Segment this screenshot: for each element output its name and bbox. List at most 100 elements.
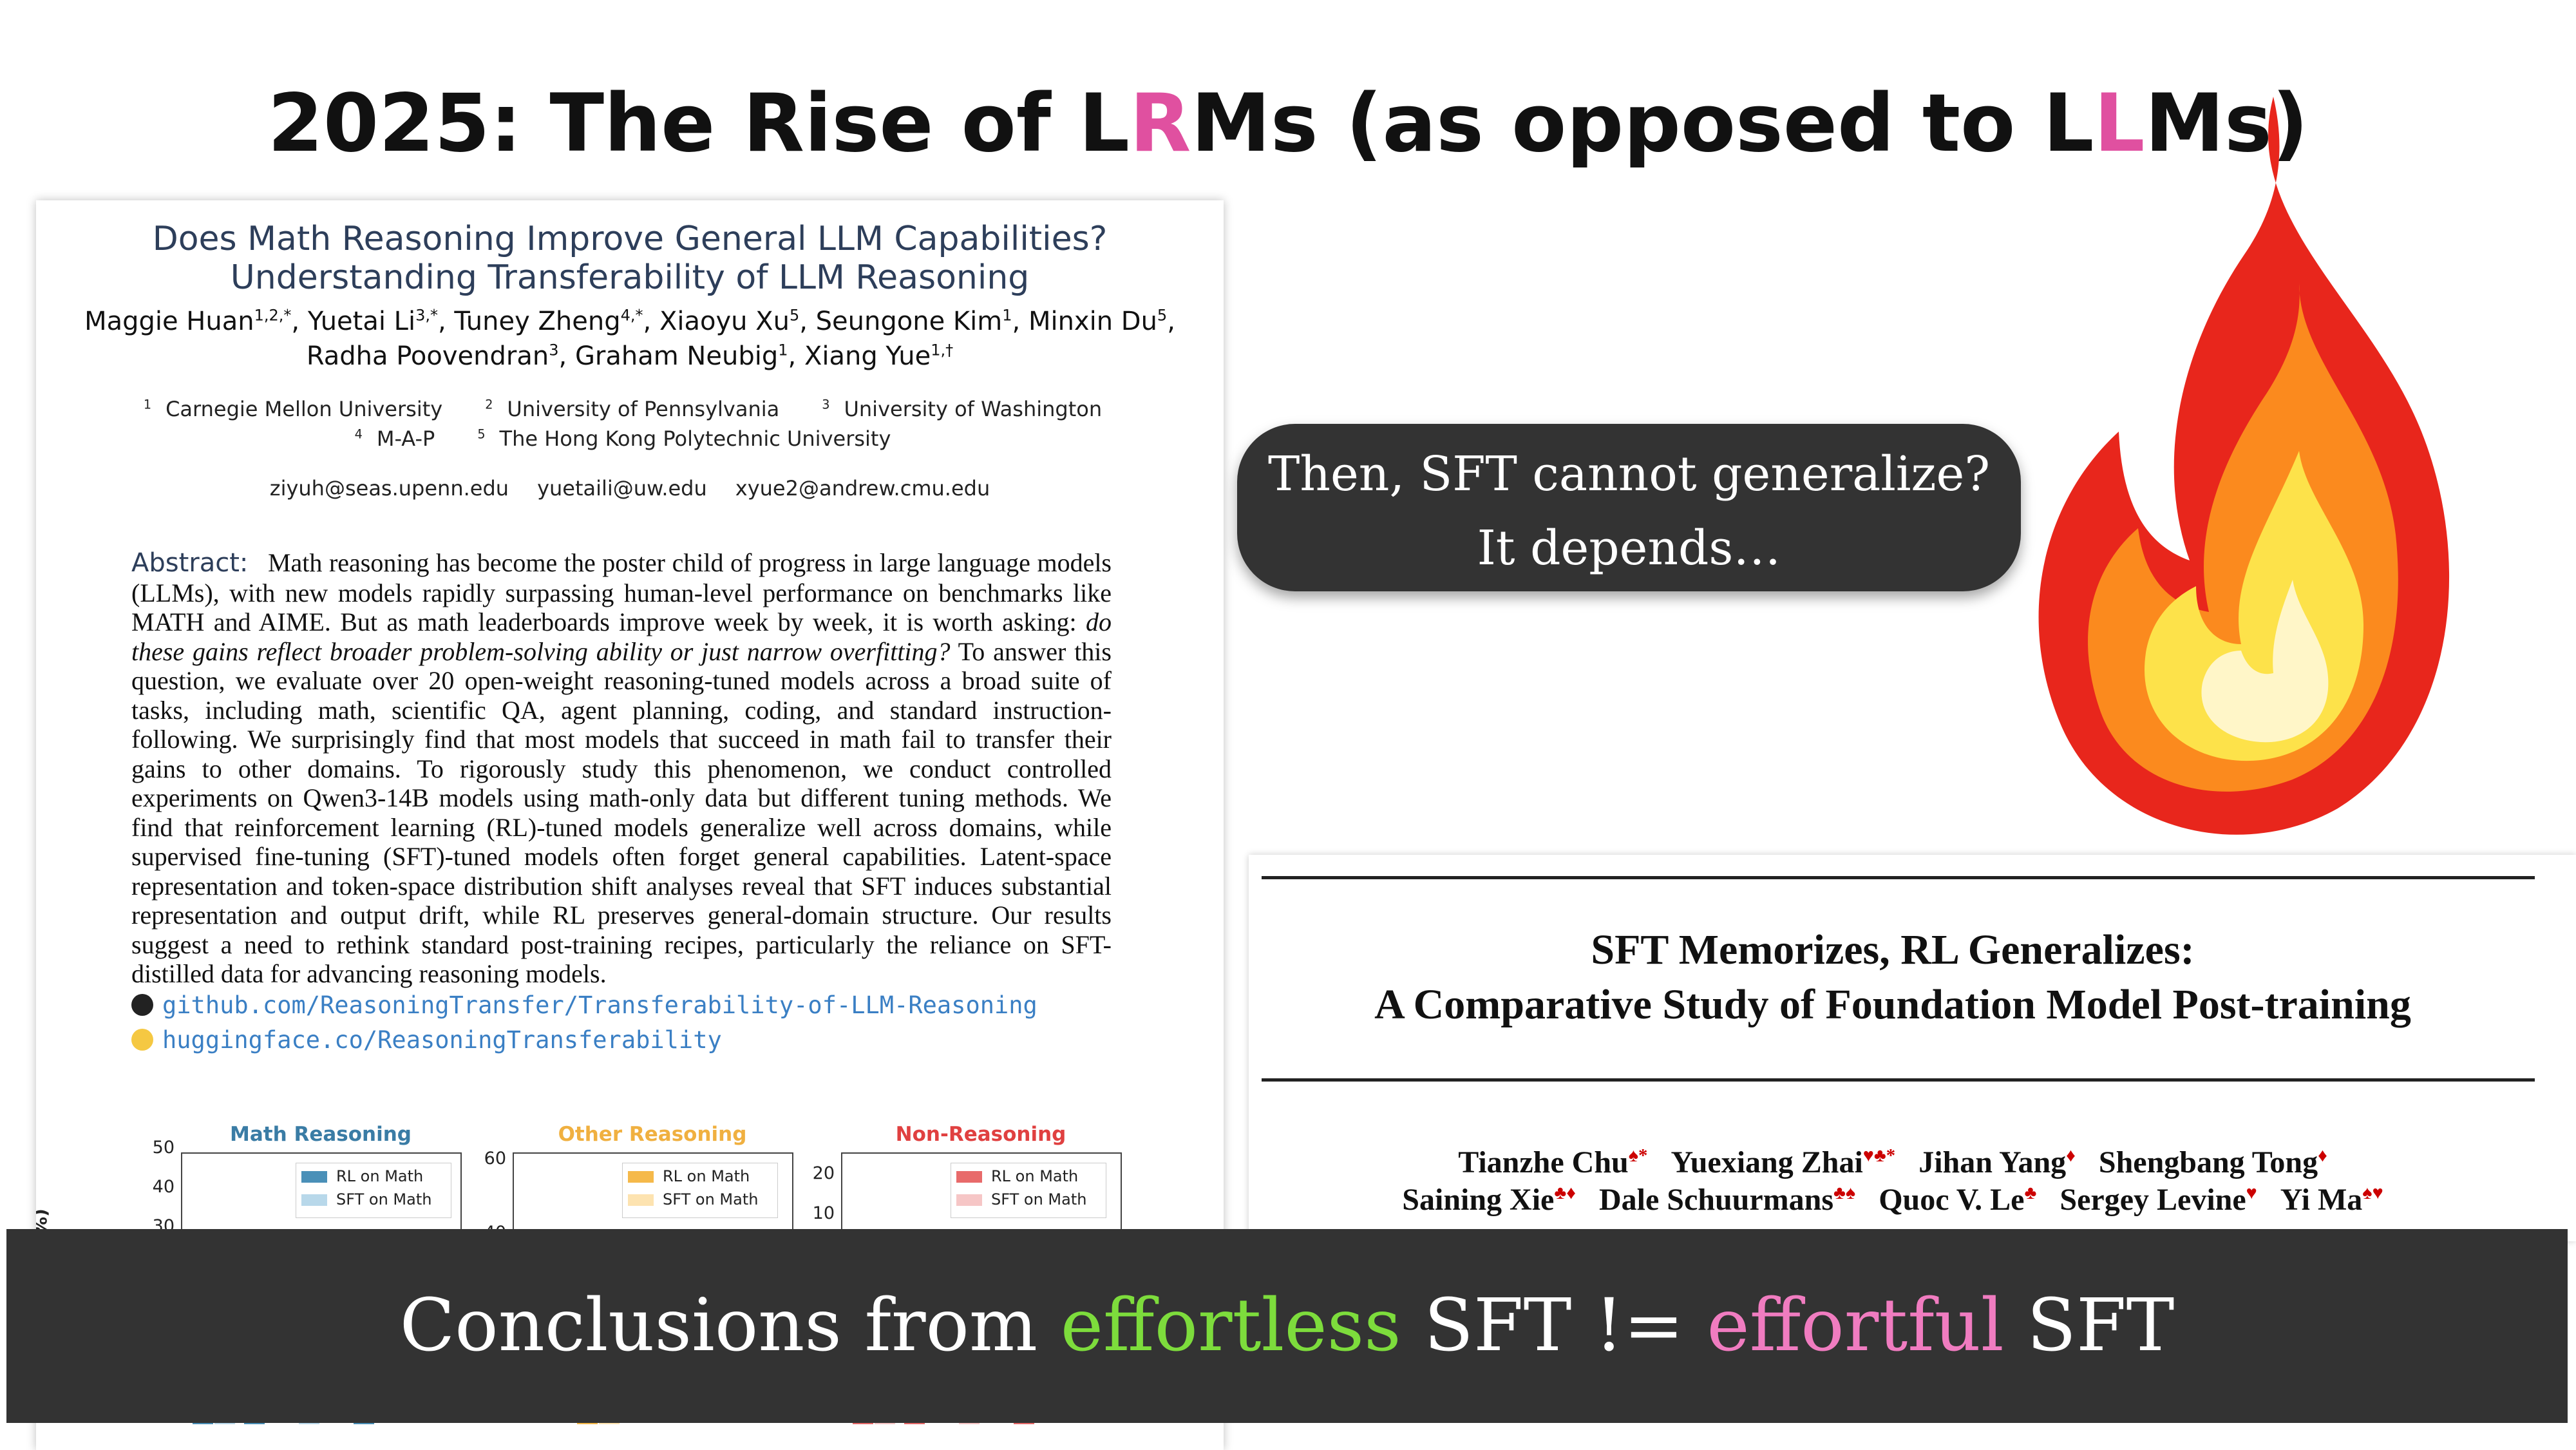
author-sup: ♦ (2318, 1145, 2327, 1166)
author-name: Sergey Levine (2060, 1183, 2246, 1217)
affiliation: 5 The Hong Kong Polytechnic University (477, 426, 905, 451)
panel-title: Other Reasoning (558, 1123, 747, 1146)
author-sup: ♠♥ (2362, 1183, 2383, 1203)
abstract-text: Math reasoning has become the poster chi… (131, 548, 1112, 636)
banner-part: SFT (2003, 1284, 2175, 1368)
author: Tuney Zheng4,* (454, 307, 659, 336)
author-line: Maggie Huan1,2,* Yuetai Li3,* Tuney Zhen… (36, 307, 1224, 336)
y-tick-label: 20 (812, 1163, 835, 1183)
panel-title: Math Reasoning (230, 1123, 412, 1146)
abstract-italic: do these gains reflect broader problem-s… (131, 607, 1112, 666)
legend-swatch (301, 1171, 327, 1183)
author: Minxin Du5 (1028, 307, 1175, 336)
title-part: Ms (as opposed to L (1191, 77, 2094, 170)
author: Saining Xie♣♦ (1402, 1183, 1576, 1217)
paper-screenshot: SFT Memorizes, RL Generalizes: A Compara… (1249, 855, 2576, 1241)
author-name: Xiaoyu Xu (659, 307, 790, 337)
affiliation-sup: 5 (477, 426, 486, 442)
author-sup: ♣♠ (1833, 1183, 1856, 1203)
author: Yuexiang Zhai♥♣* (1671, 1145, 1895, 1179)
title-highlight: R (1129, 77, 1191, 170)
legend: RL on Math SFT on Math (622, 1163, 778, 1218)
author-line: Radha Poovendran3 Graham Neubig1 Xiang Y… (36, 341, 1224, 371)
rule (1262, 1078, 2535, 1082)
conclusion-banner: Conclusions from effortless SFT != effor… (6, 1229, 2568, 1423)
author-sup: ♣♦ (1554, 1183, 1576, 1203)
author-name: Minxin Du (1028, 307, 1157, 337)
author: Yuetai Li3,* (308, 307, 455, 336)
banner-text: Conclusions from effortless SFT != effor… (6, 1229, 2568, 1423)
author-name: Tianzhe Chu (1458, 1145, 1629, 1179)
paper-title: Does Math Reasoning Improve General LLM … (152, 220, 1108, 258)
author-name: Tuney Zheng (454, 307, 621, 337)
author-sup: 5 (1157, 307, 1168, 325)
author-name: Radha Poovendran (306, 341, 549, 372)
legend-label: RL on Math (336, 1167, 424, 1185)
author: Radha Poovendran3 (307, 341, 575, 371)
author-name: Seungone Kim (815, 307, 1003, 337)
affiliation-name: University of Pennsylvania (507, 397, 780, 421)
author-sup: 4,* (620, 307, 643, 325)
abstract-text: To answer this question, we evaluate ove… (131, 636, 1112, 989)
y-tick-label: 40 (152, 1177, 175, 1197)
author-name: Yi Ma (2280, 1183, 2363, 1217)
fire-emoji (2038, 97, 2450, 835)
affiliation: 2 University of Pennsylvania (485, 397, 793, 421)
paper-title: SFT Memorizes, RL Generalizes: (1591, 926, 2195, 973)
rule (1262, 876, 2535, 879)
legend-swatch (628, 1171, 654, 1183)
legend-label: SFT on Math (663, 1190, 759, 1208)
affiliation-name: M-A-P (376, 426, 435, 451)
email: xyue2@andrew.cmu.edu (735, 476, 990, 501)
author-sup: ♥ (2246, 1183, 2257, 1203)
speech-bubble: Then, SFT cannot generalize? It depends… (1237, 424, 2021, 591)
slide-title: 2025: The Rise of LRMs (as opposed to LL… (0, 77, 2576, 170)
y-tick-label: 50 (152, 1138, 175, 1158)
author-sup: 3 (549, 341, 559, 359)
affiliation-line: 4 M-A-P 5 The Hong Kong Polytechnic Univers… (36, 426, 1224, 451)
paper-title: A Comparative Study of Foundation Model … (1374, 981, 2411, 1028)
author-sup: 1,† (931, 341, 954, 359)
hf-icon (131, 1029, 153, 1051)
affiliation-sup: 4 (354, 426, 363, 442)
author-sup: 1,2,* (254, 307, 292, 325)
author-name: Xiang Yue (804, 341, 931, 372)
title-part: Ms) (2145, 77, 2309, 170)
author-sup: 1 (778, 341, 788, 359)
legend-swatch (628, 1194, 654, 1206)
author: Graham Neubig1 (575, 341, 804, 371)
affiliation-sup: 3 (822, 397, 830, 412)
legend-label: SFT on Math (991, 1190, 1087, 1208)
author: Maggie Huan1,2,* (84, 307, 308, 336)
legend: RL on Math SFT on Math (951, 1163, 1106, 1218)
author-name: Saining Xie (1402, 1183, 1555, 1217)
bar-shape (299, 1422, 319, 1424)
author: Xiaoyu Xu5 (659, 307, 816, 336)
affiliation-line: 1 Carnegie Mellon University 2 University o… (36, 397, 1224, 421)
affiliation-name: The Hong Kong Polytechnic University (499, 426, 891, 451)
author-sup: 5 (789, 307, 800, 325)
author: Dale Schuurmans♣♠ (1599, 1183, 1855, 1217)
author-line: Saining Xie♣♦ Dale Schuurmans♣♠ Quoc V. Le… (1249, 1182, 2537, 1217)
author: Shengbang Tong♦ (2099, 1145, 2327, 1179)
affiliation-sup: 2 (485, 397, 493, 412)
author-name: Yuetai Li (307, 307, 416, 337)
legend-swatch (301, 1194, 327, 1206)
author-name: Shengbang Tong (2098, 1145, 2318, 1179)
email: yuetaili@uw.edu (537, 476, 707, 501)
banner-highlight: effortless (1060, 1284, 1401, 1368)
panel-title: Non-Reasoning (895, 1123, 1066, 1146)
legend-label: SFT on Math (336, 1190, 432, 1208)
affiliation: 4 M-A-P (355, 426, 450, 451)
legend: RL on Math SFT on Math (296, 1163, 451, 1218)
author-sup: ♣ (2024, 1183, 2037, 1203)
github-link: github.com/ReasoningTransfer/Transferabi… (131, 991, 1037, 1019)
author-line: Tianzhe Chu♠* Yuexiang Zhai♥♣* Jihan Yang♦… (1249, 1145, 2537, 1180)
affiliation-name: University of Washington (844, 397, 1103, 421)
legend-label: RL on Math (991, 1167, 1079, 1185)
flame-core (2201, 580, 2329, 743)
legend-swatch (956, 1171, 982, 1183)
banner-part: SFT != (1401, 1284, 1707, 1368)
banner-part: Conclusions from (399, 1284, 1061, 1368)
